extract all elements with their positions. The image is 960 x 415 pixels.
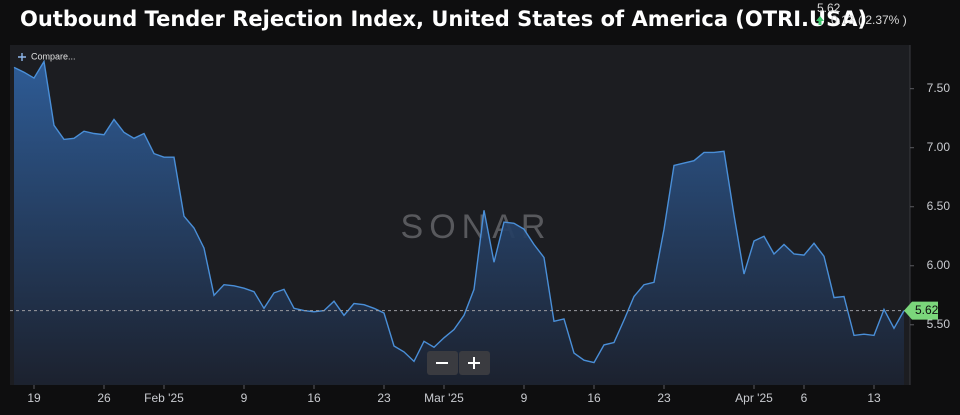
plus-icon	[468, 357, 480, 369]
y-tick-label: 7.00	[927, 140, 951, 154]
area-fill	[14, 61, 904, 385]
x-tick-label: 16	[307, 391, 321, 405]
x-tick-label: 9	[521, 391, 528, 405]
x-tick-label: 23	[377, 391, 391, 405]
series-line	[13, 59, 905, 364]
x-tick-label: Apr '25	[735, 391, 773, 405]
change: 0.13	[831, 13, 855, 27]
plot: 5.50 6.00 6.50 7.00 7.50 19 26 Feb '25 9 16 23 Mar …	[10, 59, 951, 405]
y-tick-label: 6.00	[927, 258, 951, 272]
last-value: 5.62	[817, 1, 841, 15]
zoom-in-button[interactable]	[459, 351, 490, 375]
compare-label: Compare...	[31, 51, 76, 61]
y-tick-label: 7.50	[927, 81, 951, 95]
last-value-label: 5.62	[915, 303, 939, 317]
x-tick-label: 19	[27, 391, 41, 405]
x-tick-label: 26	[97, 391, 111, 405]
y-tick-label: 6.50	[927, 199, 951, 213]
chart-title: Outbound Tender Rejection Index, United …	[20, 7, 867, 31]
x-tick-label: 13	[867, 391, 881, 405]
x-tick-label: 16	[587, 391, 601, 405]
change-percent: ( 2.37% )	[858, 13, 907, 27]
x-tick-label: 23	[657, 391, 671, 405]
x-tick-label: 6	[801, 391, 808, 405]
up-arrow-icon	[816, 16, 824, 25]
x-tick-label: Feb '25	[144, 391, 184, 405]
zoom-out-button[interactable]	[427, 351, 458, 375]
compare-button[interactable]: Compare...	[18, 51, 76, 61]
x-tick-label: Mar '25	[424, 391, 464, 405]
last-value-tag	[904, 301, 938, 320]
y-tick-label: 5.50	[927, 317, 951, 331]
x-tick-label: 9	[241, 391, 248, 405]
compare-icon	[18, 53, 26, 61]
